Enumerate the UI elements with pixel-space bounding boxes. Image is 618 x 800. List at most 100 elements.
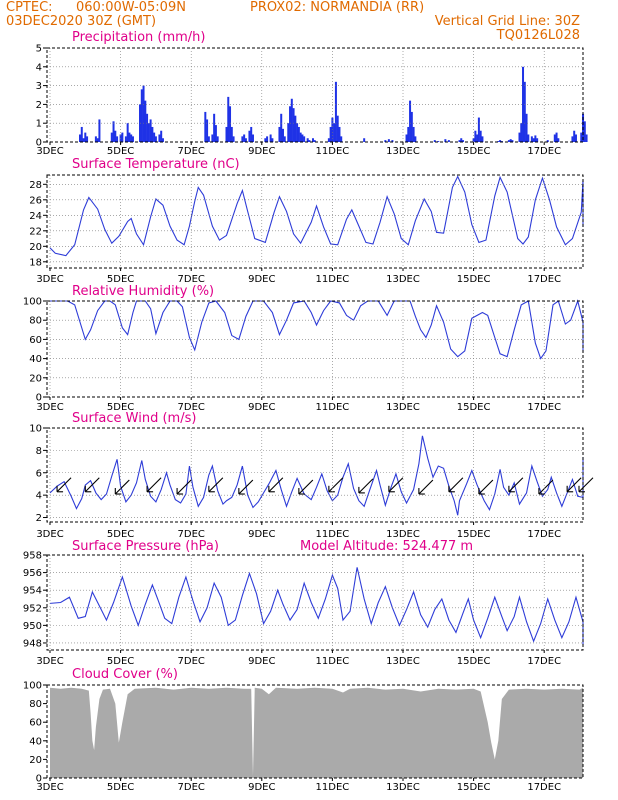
precip-bar [523, 81, 526, 142]
x-tick-label: 15DEC [457, 529, 491, 540]
wind-barb [418, 479, 434, 495]
x-tick-label: 3DEC [36, 274, 63, 285]
precip-bar [363, 138, 366, 142]
x-tick-label: 9DEC [248, 529, 275, 540]
precip-bar [112, 121, 115, 142]
x-tick-label: 9DEC [248, 274, 275, 285]
precip-bar [264, 138, 267, 142]
precip-bar [518, 132, 521, 142]
y-tick-label: 3 [36, 81, 42, 92]
precip-bar [532, 138, 535, 142]
precip-bar [336, 115, 339, 142]
precip-bar [294, 115, 297, 142]
x-tick-label: 3DEC [36, 402, 63, 413]
y-tick-label: 948 [23, 638, 42, 649]
header-location: PROX02: NORMANDIA (RR) [250, 0, 424, 15]
y-tick-label: 956 [23, 568, 42, 579]
x-tick-label: 5DEC [107, 782, 134, 793]
precip-bar [479, 130, 482, 142]
precip-bar [244, 138, 247, 142]
precip-bar [458, 140, 461, 142]
precip-bar [149, 119, 152, 142]
x-tick-label: 3DEC [36, 146, 63, 157]
precip-bar [391, 140, 394, 142]
precip-bar [585, 134, 588, 142]
series-line-1 [49, 175, 584, 257]
precip-bar [128, 132, 131, 142]
x-tick-label: 9DEC [248, 402, 275, 413]
x-tick-label: 15DEC [457, 782, 491, 793]
y-tick-label: 8 [36, 446, 42, 457]
precip-bar [580, 132, 583, 142]
panel-frame [46, 300, 584, 398]
precip-bar [146, 113, 149, 142]
precip-bar [412, 126, 415, 142]
precip-bar [158, 134, 161, 142]
precip-bar [80, 126, 83, 142]
precip-bar [520, 123, 523, 142]
y-tick-label: 80 [29, 316, 42, 327]
precip-bar [142, 85, 145, 142]
y-tick-label: 954 [23, 586, 42, 597]
precip-bar [114, 130, 117, 142]
x-tick-label: 7DEC [178, 402, 205, 413]
precip-bar [410, 111, 413, 142]
x-tick-label: 7DEC [178, 146, 205, 157]
precip-bar [82, 138, 85, 142]
wind-barb [566, 477, 582, 493]
precip-bar [507, 140, 510, 142]
precip-bar [573, 130, 576, 142]
precip-bar [338, 126, 341, 142]
header-source: CPTEC: [6, 0, 53, 15]
precip-bar [110, 132, 113, 142]
precip-bar [509, 139, 512, 142]
precip-bar [497, 141, 500, 142]
wind-barb [298, 479, 314, 495]
precip-bar [213, 113, 216, 142]
precip-bar [124, 136, 127, 142]
x-tick-label: 3DEC [36, 656, 63, 667]
precip-bar [131, 136, 134, 142]
y-tick-label: 0 [36, 774, 42, 785]
y-tick-label: 18 [29, 257, 42, 268]
precip-bar [407, 126, 410, 142]
y-tick-label: 1 [36, 119, 42, 130]
wind-barb [56, 477, 72, 493]
panel-title: Surface Wind (m/s) [72, 411, 196, 426]
precip-bar [297, 126, 300, 142]
precip-bar [527, 134, 530, 142]
x-tick-label: 11DEC [316, 782, 350, 793]
x-tick-label: 3DEC [36, 529, 63, 540]
precip-bar [583, 121, 586, 142]
header-run: 03DEC2020 30Z (GMT) [6, 14, 156, 29]
y-tick-label: 958 [23, 551, 42, 562]
wind-barb [84, 477, 100, 493]
precip-bar [409, 100, 412, 142]
x-tick-label: 13DEC [386, 274, 420, 285]
precip-bar [269, 134, 272, 142]
precip-bar [534, 135, 537, 142]
y-tick-label: 4 [36, 491, 42, 502]
precip-bar [151, 126, 154, 142]
wind-barb [328, 477, 344, 493]
x-tick-label: 13DEC [386, 656, 420, 667]
precip-bar [121, 132, 124, 142]
x-tick-label: 13DEC [386, 146, 420, 157]
x-tick-label: 15DEC [457, 146, 491, 157]
x-tick-label: 11DEC [316, 529, 350, 540]
panel-title: Surface Pressure (hPa) [72, 539, 219, 554]
precip-bar [207, 136, 210, 142]
x-tick-label: 11DEC [316, 656, 350, 667]
precip-bar [299, 132, 302, 142]
precip-bar [384, 140, 387, 142]
x-tick-label: 11DEC [316, 146, 350, 157]
precip-bar [334, 81, 337, 142]
panel-title: Relative Humidity (%) [72, 284, 214, 299]
precip-bar [476, 134, 479, 142]
precip-bar [79, 134, 82, 142]
precip-bar [327, 138, 330, 142]
y-tick-label: 60 [29, 335, 42, 346]
y-tick-label: 26 [29, 195, 42, 206]
y-tick-label: 20 [29, 242, 42, 253]
